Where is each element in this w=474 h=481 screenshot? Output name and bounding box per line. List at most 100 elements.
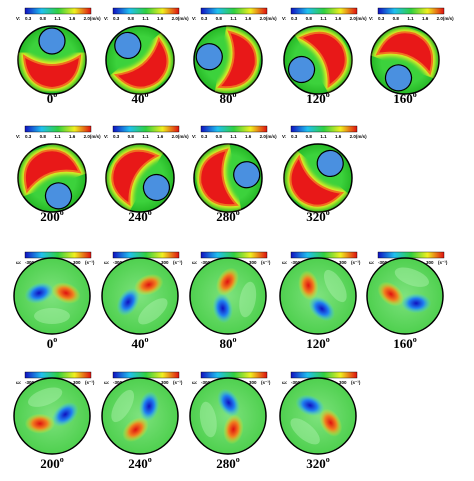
angle-label: 0o <box>47 90 58 106</box>
colorbar-label: 300 <box>249 380 257 385</box>
colorbar-label: 0.3 <box>201 134 208 139</box>
colorbar-gradient <box>377 251 445 259</box>
colorbar-label: 2.0(m/s) <box>84 134 102 139</box>
colorbar-label: 1.6 <box>245 16 252 21</box>
degree-mark: o <box>326 208 330 217</box>
colorbar-label: (s⁻¹) <box>261 380 271 385</box>
colorbar-label: 0.8 <box>393 16 400 21</box>
domain-border <box>279 377 357 455</box>
colorbar-symbol: V: <box>192 16 197 21</box>
angle-label: 0o <box>47 335 58 351</box>
colorbar-label: -300 <box>378 260 388 265</box>
contour-light <box>34 308 70 324</box>
colorbar: V: 0.3 0.8 1.1 1.6 2.0(m/s) <box>104 7 189 21</box>
contour-red <box>377 281 404 307</box>
colorbar: V: 0.3 0.8 1.1 1.6 2.0(m/s) <box>104 125 189 139</box>
vorticity-contour <box>24 282 81 324</box>
colorbar-symbol: V: <box>104 16 109 21</box>
angle-label: 280o <box>216 208 240 224</box>
colorbar-gradient <box>200 251 268 259</box>
contour-blue <box>212 293 233 324</box>
colorbar-label: 1.1 <box>320 16 327 21</box>
degree-mark: o <box>53 335 57 344</box>
blade <box>287 55 316 84</box>
colorbar: V: 0.3 0.8 1.1 1.6 2.0(m/s) <box>369 7 455 21</box>
colorbar-label: 0.3 <box>113 134 120 139</box>
colorbar: V: 0.3 0.8 1.1 1.6 2.0(m/s) <box>192 125 277 139</box>
angle-label: 160o <box>393 90 417 106</box>
colorbar-symbol: ω: <box>192 260 198 265</box>
degree-mark: o <box>326 90 330 99</box>
angle-label: 120o <box>306 335 330 351</box>
colorbar-label: 0.8 <box>40 134 47 139</box>
colorbar-symbol: V: <box>282 16 287 21</box>
degree-mark: o <box>326 455 330 464</box>
velocity-contour <box>287 29 350 94</box>
colorbar-label: 1.1 <box>407 16 414 21</box>
colorbar-label: 0.3 <box>113 16 120 21</box>
colorbar-gradient <box>112 371 180 379</box>
colorbar-gradient <box>290 125 358 133</box>
velocity-contour <box>20 27 84 92</box>
colorbar-symbol: V: <box>192 134 197 139</box>
colorbar-symbol: V: <box>369 16 374 21</box>
velocity-contour <box>21 146 86 210</box>
colorbar-label: 1.6 <box>69 16 76 21</box>
contour-red <box>22 54 82 90</box>
colorbar-label: (s⁻¹) <box>351 380 361 385</box>
velocity-contour <box>195 26 260 91</box>
colorbar-label: (s⁻¹) <box>173 380 183 385</box>
velocity-contour <box>286 149 350 210</box>
domain-border <box>13 377 91 455</box>
contour-blue <box>308 296 336 322</box>
blade <box>195 43 223 71</box>
colorbar-label: -300 <box>113 380 123 385</box>
colorbar-gradient <box>290 7 358 15</box>
colorbar-label: 0.3 <box>25 16 32 21</box>
colorbar-symbol: ω: <box>16 380 22 385</box>
degree-mark: o <box>60 455 64 464</box>
colorbar-label: 1.6 <box>335 134 342 139</box>
contour-red <box>289 154 345 207</box>
colorbar-gradient <box>290 371 358 379</box>
colorbar-label: 300 <box>339 380 347 385</box>
colorbar: V: 0.3 0.8 1.1 1.6 2.0(m/s) <box>282 7 368 21</box>
colorbar-symbol: ω: <box>104 380 110 385</box>
colorbar-gradient <box>24 125 92 133</box>
domain-border <box>13 257 91 335</box>
colorbar-label: 1.6 <box>157 134 164 139</box>
colorbar-label: 300 <box>73 260 81 265</box>
colorbar-symbol: ω: <box>282 380 288 385</box>
colorbar-label: 2.0(m/s) <box>350 16 368 21</box>
colorbar-label: 0.3 <box>201 16 208 21</box>
colorbar-symbol: ω: <box>192 380 198 385</box>
contour-blue <box>401 293 432 314</box>
colorbar: V: 0.3 0.8 1.1 1.6 2.0(m/s) <box>16 125 102 139</box>
degree-mark: o <box>236 455 240 464</box>
domain-border <box>279 257 357 335</box>
colorbar-gradient <box>200 125 268 133</box>
colorbar-label: 0.3 <box>291 134 298 139</box>
colorbar-gradient <box>377 7 445 15</box>
colorbar-label: 300 <box>73 380 81 385</box>
colorbar-label: 2.0(m/s) <box>350 134 368 139</box>
colorbar-symbol: ω: <box>369 260 375 265</box>
contour-light <box>138 298 168 325</box>
contour-red <box>298 31 347 89</box>
velocity-contour <box>371 28 436 92</box>
velocity-contour <box>196 144 261 209</box>
degree-mark: o <box>148 208 152 217</box>
contour-light <box>111 389 135 423</box>
colorbar-gradient <box>200 7 268 15</box>
colorbar-symbol: V: <box>282 134 287 139</box>
colorbar-label: -300 <box>201 260 211 265</box>
contour-red <box>199 148 239 207</box>
contour-blue <box>116 288 140 316</box>
colorbar-label: 2.0(m/s) <box>437 16 455 21</box>
colorbar-label: 1.6 <box>422 16 429 21</box>
degree-mark: o <box>148 455 152 464</box>
colorbar-label: -300 <box>25 260 35 265</box>
blade <box>114 31 142 60</box>
colorbar-symbol: ω: <box>16 260 22 265</box>
